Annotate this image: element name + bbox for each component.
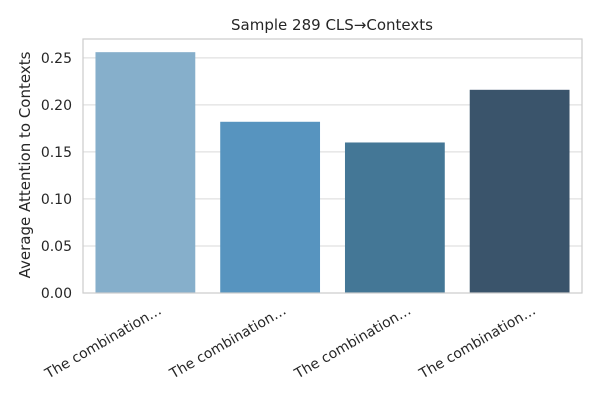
bar [220, 121, 321, 293]
y-axis-label: Average Attention to Contexts [16, 51, 34, 278]
bars [95, 52, 570, 293]
plot-frame [82, 38, 583, 294]
bar [344, 142, 445, 293]
chart-title: Sample 289 CLS→Contexts [231, 16, 433, 34]
bar [95, 52, 196, 293]
x-tick-label: The combination… [42, 303, 165, 383]
y-tick-label: 0.25 [41, 51, 72, 67]
x-tick-label: The combination… [416, 303, 539, 383]
x-tick-label: The combination… [291, 303, 414, 383]
y-tick-label: 0.20 [41, 98, 72, 114]
x-tick-labels: The combination… The combination… The comb… [42, 303, 539, 383]
x-tick-label: The combination… [166, 303, 289, 383]
bar [469, 89, 570, 293]
y-tick-label: 0.15 [41, 145, 72, 161]
y-tick-label: 0.00 [41, 286, 72, 302]
y-tick-label: 0.05 [41, 239, 72, 255]
y-tick-label: 0.10 [41, 192, 72, 208]
y-tick-labels: 0.00 0.05 0.10 0.15 0.20 0.25 [41, 51, 72, 302]
